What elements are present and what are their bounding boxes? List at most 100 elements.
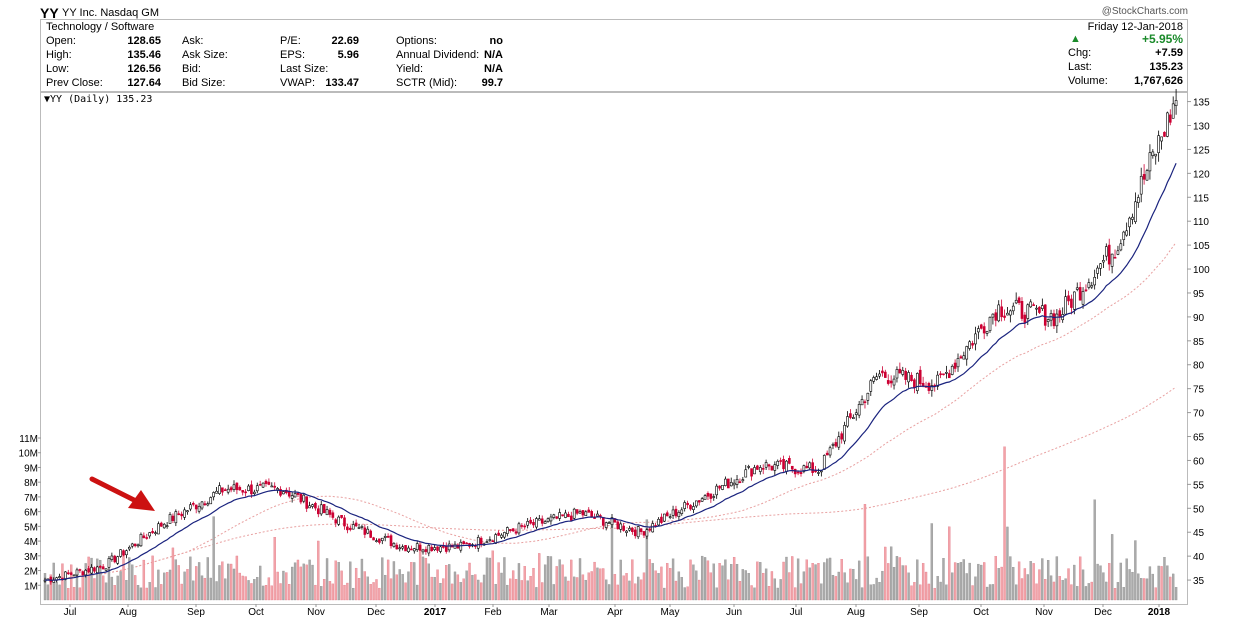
candle-body <box>261 482 265 488</box>
volume-bar <box>1148 566 1152 601</box>
candle-body <box>235 482 239 491</box>
candle-body <box>761 468 765 470</box>
candle-body <box>331 512 335 518</box>
volume-bar <box>1009 556 1012 601</box>
candle-body <box>1145 170 1149 181</box>
volume-bar <box>1064 578 1067 601</box>
candle-body <box>119 549 122 557</box>
volume-bar <box>634 583 637 601</box>
volume-bar <box>386 559 390 601</box>
volume-bar <box>488 557 492 601</box>
candle-body <box>520 525 524 527</box>
volume-bar <box>110 576 114 601</box>
candle-body <box>974 333 977 345</box>
candle-body <box>171 515 175 521</box>
vwap-value: 133.47 <box>325 77 359 89</box>
candle-body <box>407 547 410 552</box>
volume-value: 1,767,626 <box>1134 75 1183 87</box>
candle-body <box>1119 243 1123 251</box>
candle-body <box>1055 313 1059 327</box>
candle-body <box>828 447 832 456</box>
price-tick-label: 125 <box>1193 145 1210 156</box>
volume-bar <box>727 579 730 601</box>
volume-bar <box>1076 586 1079 601</box>
candle-body <box>918 369 922 385</box>
volume-bar <box>543 564 547 601</box>
candle-body <box>1003 315 1006 318</box>
candle-body <box>247 485 250 491</box>
price-tick-label: 120 <box>1193 169 1210 180</box>
volume-bar <box>151 555 154 601</box>
candle-body <box>904 370 907 380</box>
candle-body <box>979 324 983 329</box>
volume-bar <box>735 564 739 601</box>
candle-body <box>866 392 870 401</box>
candle-body <box>962 355 966 360</box>
candle-body <box>991 313 995 318</box>
volume-bar <box>224 578 227 601</box>
candle-body <box>366 528 370 534</box>
volume-bar <box>206 557 209 601</box>
volume-bar <box>1000 566 1003 601</box>
candle-body <box>215 490 218 494</box>
candle-body <box>1154 153 1158 157</box>
candle-body <box>546 518 550 522</box>
volume-bar <box>857 560 861 601</box>
volume-bar <box>99 559 102 601</box>
volume-bar <box>959 562 963 601</box>
company-name: YY Inc. Nasdaq GM <box>62 7 160 19</box>
month-tick-label: Apr <box>607 607 623 618</box>
volume-bar <box>1026 574 1029 601</box>
candle-body <box>354 522 358 527</box>
volume-bar <box>535 587 538 601</box>
candle-body <box>674 508 678 517</box>
price-tick-label: 55 <box>1193 480 1205 491</box>
volume-bar <box>977 563 980 601</box>
volume-bar <box>197 562 201 601</box>
candle-body <box>433 547 436 551</box>
volume-bar <box>517 563 521 601</box>
volume-bar <box>410 562 413 601</box>
candle-body <box>709 493 713 499</box>
chart-area[interactable] <box>40 91 1188 605</box>
candle-body <box>910 374 913 382</box>
volume-bar <box>55 581 58 601</box>
candle-body <box>671 509 675 516</box>
volume-bar <box>459 582 462 601</box>
volume-bar <box>895 556 899 601</box>
volume-bar <box>1131 571 1134 601</box>
candle-body <box>808 462 812 469</box>
candle-body <box>543 521 547 524</box>
candle-body <box>569 515 573 521</box>
volume-bar <box>1160 566 1163 601</box>
candle-body <box>601 516 605 526</box>
candle-body <box>564 512 567 518</box>
volume-bar <box>817 563 820 601</box>
candle-body <box>732 482 736 486</box>
up-arrow-icon: ▲ <box>1070 33 1081 45</box>
volume-bar <box>299 566 303 601</box>
volume-bar <box>1046 560 1050 601</box>
candle-body <box>447 543 451 551</box>
volume-bar <box>186 569 189 601</box>
volume-bar <box>1017 561 1021 601</box>
volume-bar <box>788 572 791 601</box>
volume-bar <box>846 582 849 601</box>
candle-body <box>238 487 242 491</box>
price-tick-label: 135 <box>1193 98 1210 109</box>
candle-body <box>197 506 201 512</box>
candle-body <box>1131 216 1134 220</box>
candle-body <box>1174 100 1178 106</box>
candle-body <box>439 546 442 552</box>
candle-body <box>700 498 704 502</box>
candle-body <box>1014 299 1018 304</box>
volume-bar <box>253 579 256 601</box>
volume-bar <box>767 586 771 601</box>
candle-body <box>174 511 178 524</box>
candle-body <box>1125 230 1128 236</box>
volume-bar <box>791 556 794 601</box>
sctr-value: 99.7 <box>481 77 503 89</box>
candle-body <box>410 548 413 551</box>
candle-body <box>104 568 108 571</box>
price-tick-label: 80 <box>1193 361 1205 372</box>
